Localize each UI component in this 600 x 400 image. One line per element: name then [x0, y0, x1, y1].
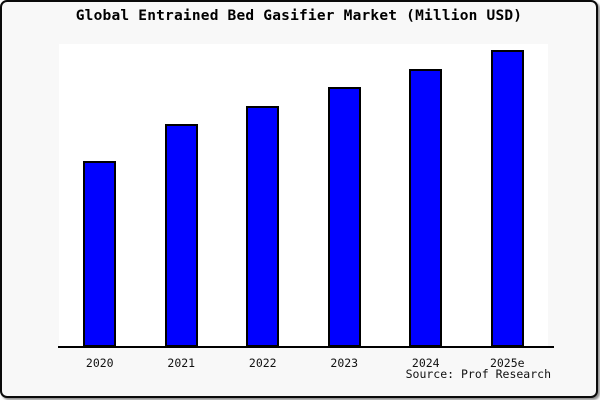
x-tick-label: 2021: [167, 356, 196, 370]
bar: [490, 50, 524, 347]
bar: [246, 105, 280, 347]
bar: [409, 69, 443, 347]
chart-title: Global Entrained Bed Gasifier Market (Mi…: [75, 8, 523, 24]
x-tick-label: 2022: [248, 356, 277, 370]
x-tick-label: 2020: [85, 356, 114, 370]
x-tick-label: 2025e: [489, 356, 525, 370]
x-axis-line: [58, 346, 554, 348]
x-axis-labels: 2020 2021 2022 2023 2024 2025e: [59, 356, 548, 370]
bar: [83, 161, 117, 347]
bar: [164, 124, 198, 347]
x-tick-label: 2024: [411, 356, 440, 370]
x-tick-label: 2023: [330, 356, 359, 370]
bar: [327, 86, 361, 347]
plot-area: [59, 44, 548, 347]
source-note: Source: Prof Research: [405, 367, 551, 381]
